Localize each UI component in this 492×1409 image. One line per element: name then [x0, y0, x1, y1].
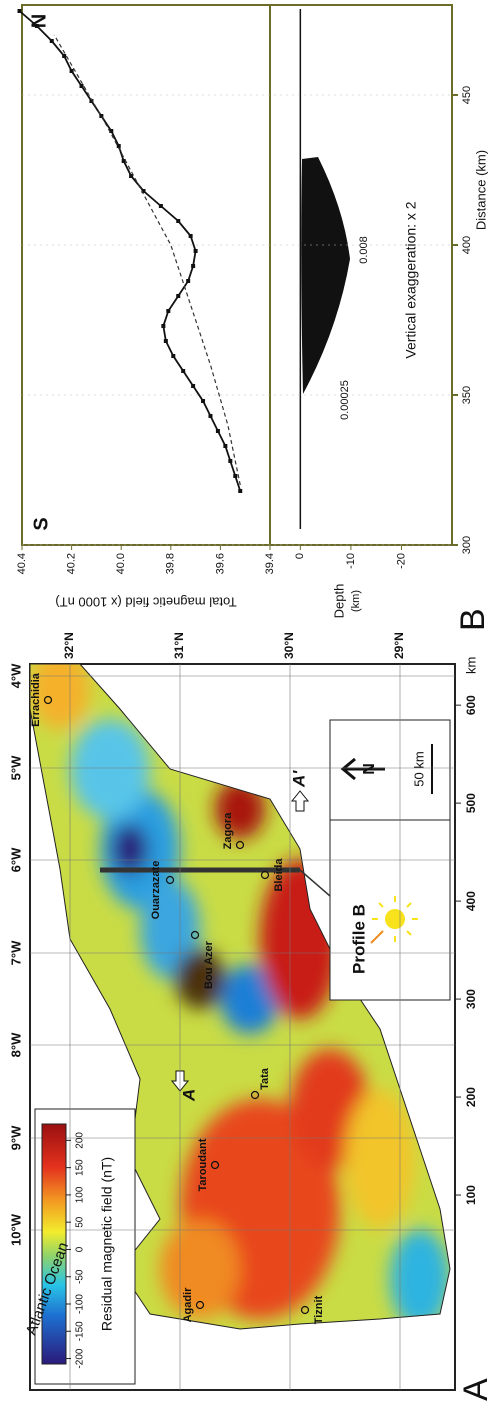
scale-label: 50 km [411, 751, 426, 786]
km-tick-label: 300 [464, 989, 478, 1009]
north-label: N [361, 763, 378, 775]
latitude-label: 32°N [62, 632, 76, 659]
y-tick-label: -20 [395, 553, 407, 569]
place-label: Agadir [182, 1287, 194, 1323]
km-unit: km [463, 657, 478, 674]
profile-point [238, 489, 242, 493]
y-tick-label: 40.4 [16, 553, 28, 574]
landscape-figure: A 10°W 9°W 8°W 7°W 6°W 5°W 4°W 32°N 31°N 30°N 29°N 1… [8, 5, 492, 1401]
place-label: Tata [259, 1067, 271, 1090]
profile-point [186, 279, 190, 283]
profile-point [191, 384, 195, 388]
colorbar-tick-label: 200 [75, 1132, 86, 1149]
colorbar-tick-label: -100 [75, 1294, 86, 1314]
latitude-label: 31°N [172, 632, 186, 659]
colorbar-tick-label: -50 [75, 1269, 86, 1284]
colorbar-tick-label: -150 [75, 1321, 86, 1341]
latitude-label: 30°N [282, 632, 296, 659]
profile-point [233, 474, 237, 478]
y-axis-unit: (km) [350, 590, 362, 612]
page: {"panel_a":{"label":"A","colorbar_title"… [0, 0, 492, 1409]
place-label: Bou Azer [203, 940, 215, 989]
profile-point [80, 84, 84, 88]
profile-point [50, 39, 54, 43]
longitude-label: 6°W [8, 847, 23, 872]
longitude-label: 8°W [8, 1032, 23, 1057]
km-tick-label: 500 [464, 793, 478, 813]
y-tick-label: 40.0 [115, 553, 127, 574]
profile-point [176, 294, 180, 298]
colorbar-title: Residual magnetic field (nT) [99, 1157, 115, 1331]
profile-point [223, 444, 227, 448]
profile-end: A' [289, 770, 308, 788]
annotation: Vertical exaggeration: x 2 [403, 201, 419, 358]
colorbar-tick-label: -200 [75, 1348, 86, 1368]
profile-point [208, 414, 212, 418]
place-label: Zagora [222, 812, 234, 850]
profile-point [18, 9, 22, 13]
place-label: Taroudant [197, 1138, 209, 1191]
profile-label: Profile B [349, 904, 368, 974]
latitude-label: 29°N [392, 632, 406, 659]
y-tick-label: 39.8 [165, 553, 177, 574]
colorbar-tick-label: 150 [75, 1159, 86, 1176]
profile-point [194, 249, 198, 253]
profile-start: A [179, 1089, 198, 1102]
y-tick-label: -10 [345, 553, 357, 569]
panel-label: A [457, 1378, 492, 1401]
profile-point [189, 234, 193, 238]
y-tick-label: 0 [294, 553, 306, 559]
longitude-label: 9°W [8, 1125, 23, 1150]
km-tick-label: 600 [464, 695, 478, 715]
colorbar-tick-label: 0 [75, 1246, 86, 1252]
longitude-label: 10°W [8, 1213, 23, 1246]
longitude-label: 5°W [8, 755, 23, 780]
profile-point [201, 399, 205, 403]
colorbar-tick-label: 50 [75, 1216, 86, 1228]
place-label: Bleida [273, 858, 285, 892]
profile-point [216, 429, 220, 433]
panel-label: B [454, 608, 492, 631]
longitude-label: 7°W [8, 940, 23, 965]
y-axis-title: Total magnetic field (x 1000 nT) [55, 595, 236, 610]
profile-point [62, 54, 66, 58]
direction-label: S [30, 517, 52, 530]
place-label: Errachidia [30, 672, 42, 727]
profile-point [228, 459, 232, 463]
figure: A 10°W 9°W 8°W 7°W 6°W 5°W 4°W 32°N 31°N 30°N 29°N 1… [0, 0, 492, 1409]
x-tick-label: 300 [461, 536, 473, 554]
profile-point [159, 204, 163, 208]
x-tick-label: 350 [461, 386, 473, 404]
profile-point [166, 309, 170, 313]
longitude-label: 4°W [8, 663, 23, 688]
profile-point [161, 324, 165, 328]
y-tick-label: 39.4 [264, 553, 276, 574]
annotation: 0.00025 [339, 380, 351, 420]
km-tick-label: 100 [464, 1185, 478, 1205]
profile-point [176, 219, 180, 223]
place-label: Ouarzazate [150, 861, 162, 920]
y-axis-title: Depth [331, 584, 346, 619]
profile-point [35, 24, 39, 28]
place-label: Tiznit [313, 1295, 325, 1324]
km-tick-label: 400 [464, 891, 478, 911]
x-tick-label: 400 [461, 236, 473, 254]
profile-point [171, 354, 175, 358]
x-axis-title: Distance (km) [473, 150, 488, 230]
y-tick-label: 40.2 [66, 553, 78, 574]
profile-point [181, 369, 185, 373]
annotation: 0.008 [358, 236, 370, 264]
km-tick-label: 200 [464, 1087, 478, 1107]
profile-point [70, 69, 74, 73]
profile-frame [22, 5, 452, 545]
profile-point [191, 264, 195, 268]
colorbar-tick-label: 100 [75, 1186, 86, 1203]
y-tick-label: 39.6 [214, 553, 226, 574]
profile-point [164, 339, 168, 343]
x-tick-label: 450 [461, 86, 473, 104]
